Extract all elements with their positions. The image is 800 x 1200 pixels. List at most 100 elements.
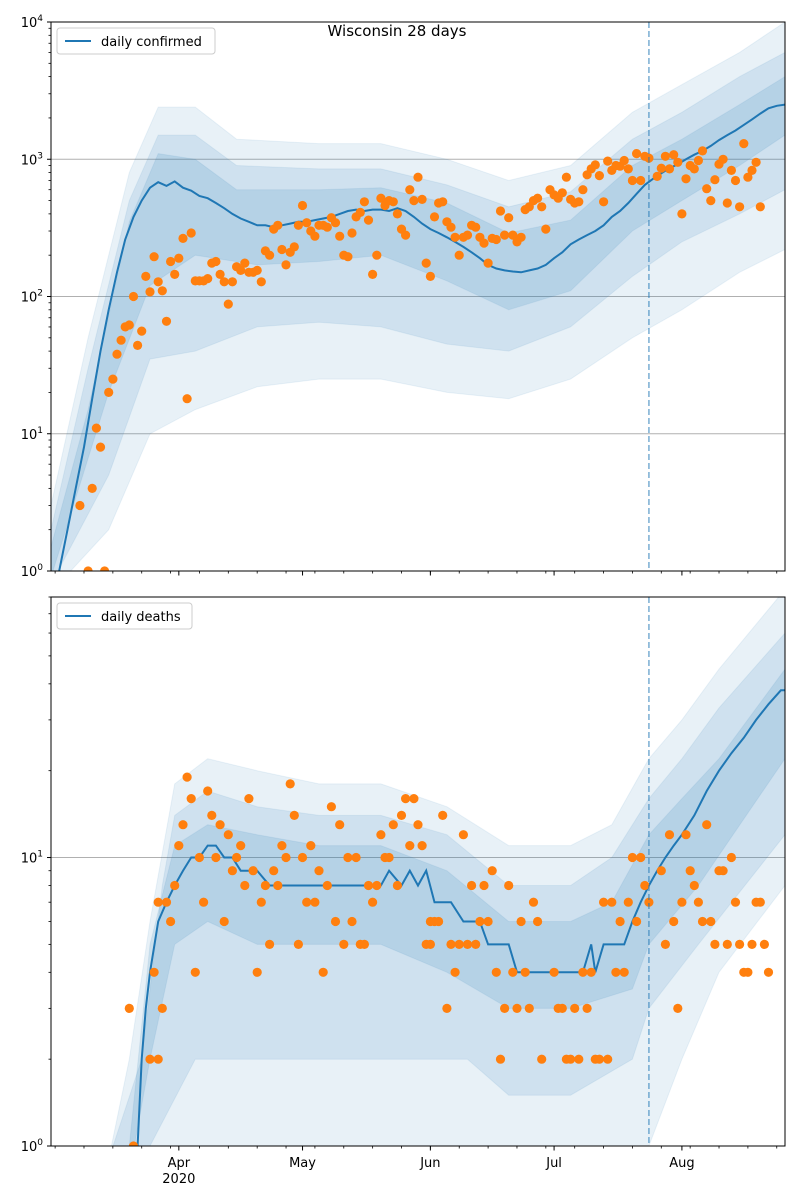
observed-point xyxy=(669,916,679,927)
observed-point xyxy=(207,810,217,821)
y-tick-label: 101 xyxy=(21,850,43,867)
observed-point xyxy=(611,967,621,977)
observed-point xyxy=(223,299,233,309)
observed-point xyxy=(182,394,192,404)
observed-point xyxy=(265,250,275,260)
observed-point xyxy=(388,820,398,830)
x-tick-label: Jun xyxy=(419,1156,440,1171)
observed-point xyxy=(697,146,708,156)
y-tick-label: 100 xyxy=(21,1138,44,1155)
observed-point xyxy=(392,880,402,891)
observed-point xyxy=(471,939,481,950)
observed-point xyxy=(392,209,402,219)
observed-point xyxy=(145,1054,155,1064)
observed-point xyxy=(718,866,728,876)
observed-point xyxy=(652,171,662,181)
band-95pct xyxy=(51,22,785,571)
observed-point xyxy=(632,916,642,927)
observed-point xyxy=(759,939,770,950)
observed-point xyxy=(730,897,741,907)
observed-point xyxy=(277,244,287,255)
observed-point xyxy=(603,156,613,166)
observed-point xyxy=(137,326,147,336)
observed-point xyxy=(590,160,600,170)
observed-point xyxy=(533,193,543,203)
observed-point xyxy=(252,265,262,275)
observed-point xyxy=(174,841,184,851)
observed-point xyxy=(710,175,720,185)
legend: daily confirmed xyxy=(56,27,216,55)
observed-point xyxy=(124,320,134,330)
observed-point xyxy=(743,172,753,182)
observed-point xyxy=(281,852,291,863)
observed-point xyxy=(124,1003,134,1014)
observed-point xyxy=(343,252,353,262)
observed-point xyxy=(504,880,514,891)
observed-point xyxy=(632,149,642,159)
observed-point xyxy=(293,220,303,230)
band-80pct xyxy=(51,51,785,571)
x-tick-label: Apr xyxy=(168,1156,191,1171)
observed-point xyxy=(396,810,407,821)
observed-point xyxy=(508,230,518,240)
x-tick-label: Aug xyxy=(669,1156,694,1171)
observed-point xyxy=(491,234,501,245)
observed-point xyxy=(557,188,567,198)
observed-point xyxy=(619,155,629,166)
observed-point xyxy=(599,197,609,207)
observed-point xyxy=(454,939,464,950)
observed-point xyxy=(273,220,283,230)
observed-point xyxy=(438,810,448,821)
y-tick-label: 101 xyxy=(21,426,43,443)
observed-point xyxy=(359,939,369,950)
observed-point xyxy=(586,967,596,977)
observed-point xyxy=(475,916,485,927)
observed-point xyxy=(660,151,671,161)
observed-point xyxy=(100,566,110,571)
observed-point xyxy=(372,250,382,260)
observed-point xyxy=(128,1141,139,1146)
observed-point xyxy=(91,423,101,433)
observed-point xyxy=(487,866,497,876)
observed-point xyxy=(112,349,122,359)
observed-point xyxy=(223,830,233,840)
observed-point xyxy=(133,340,143,350)
observed-point xyxy=(483,258,493,268)
observed-point xyxy=(95,442,106,452)
observed-point xyxy=(227,277,237,287)
observed-point xyxy=(240,258,250,268)
observed-point xyxy=(256,897,266,907)
observed-point xyxy=(689,880,699,891)
observed-point xyxy=(730,175,741,186)
observed-point xyxy=(347,916,357,927)
observed-point xyxy=(285,779,295,789)
observed-point xyxy=(681,174,691,184)
observed-point xyxy=(297,852,308,863)
observed-point xyxy=(75,500,85,511)
observed-point xyxy=(405,185,415,195)
observed-point xyxy=(743,967,753,977)
observed-point xyxy=(166,916,176,927)
observed-point xyxy=(429,212,440,222)
observed-point xyxy=(236,265,246,275)
observed-point xyxy=(561,172,572,182)
observed-point xyxy=(421,258,431,268)
observed-point xyxy=(149,252,159,262)
observed-point xyxy=(570,1003,580,1014)
observed-point xyxy=(277,841,287,851)
legend-label: daily deaths xyxy=(101,610,181,625)
observed-point xyxy=(537,1054,547,1064)
observed-point xyxy=(718,154,728,164)
observed-point xyxy=(702,820,712,830)
observed-point xyxy=(269,866,279,876)
observed-point xyxy=(145,287,155,297)
observed-point xyxy=(335,820,345,830)
y-tick-label: 100 xyxy=(21,563,44,580)
observed-point xyxy=(260,880,270,891)
observed-point xyxy=(722,198,732,208)
observed-point xyxy=(413,820,423,830)
observed-point xyxy=(656,163,666,173)
observed-point xyxy=(636,852,646,863)
observed-point xyxy=(289,810,299,821)
observed-point xyxy=(116,335,126,345)
